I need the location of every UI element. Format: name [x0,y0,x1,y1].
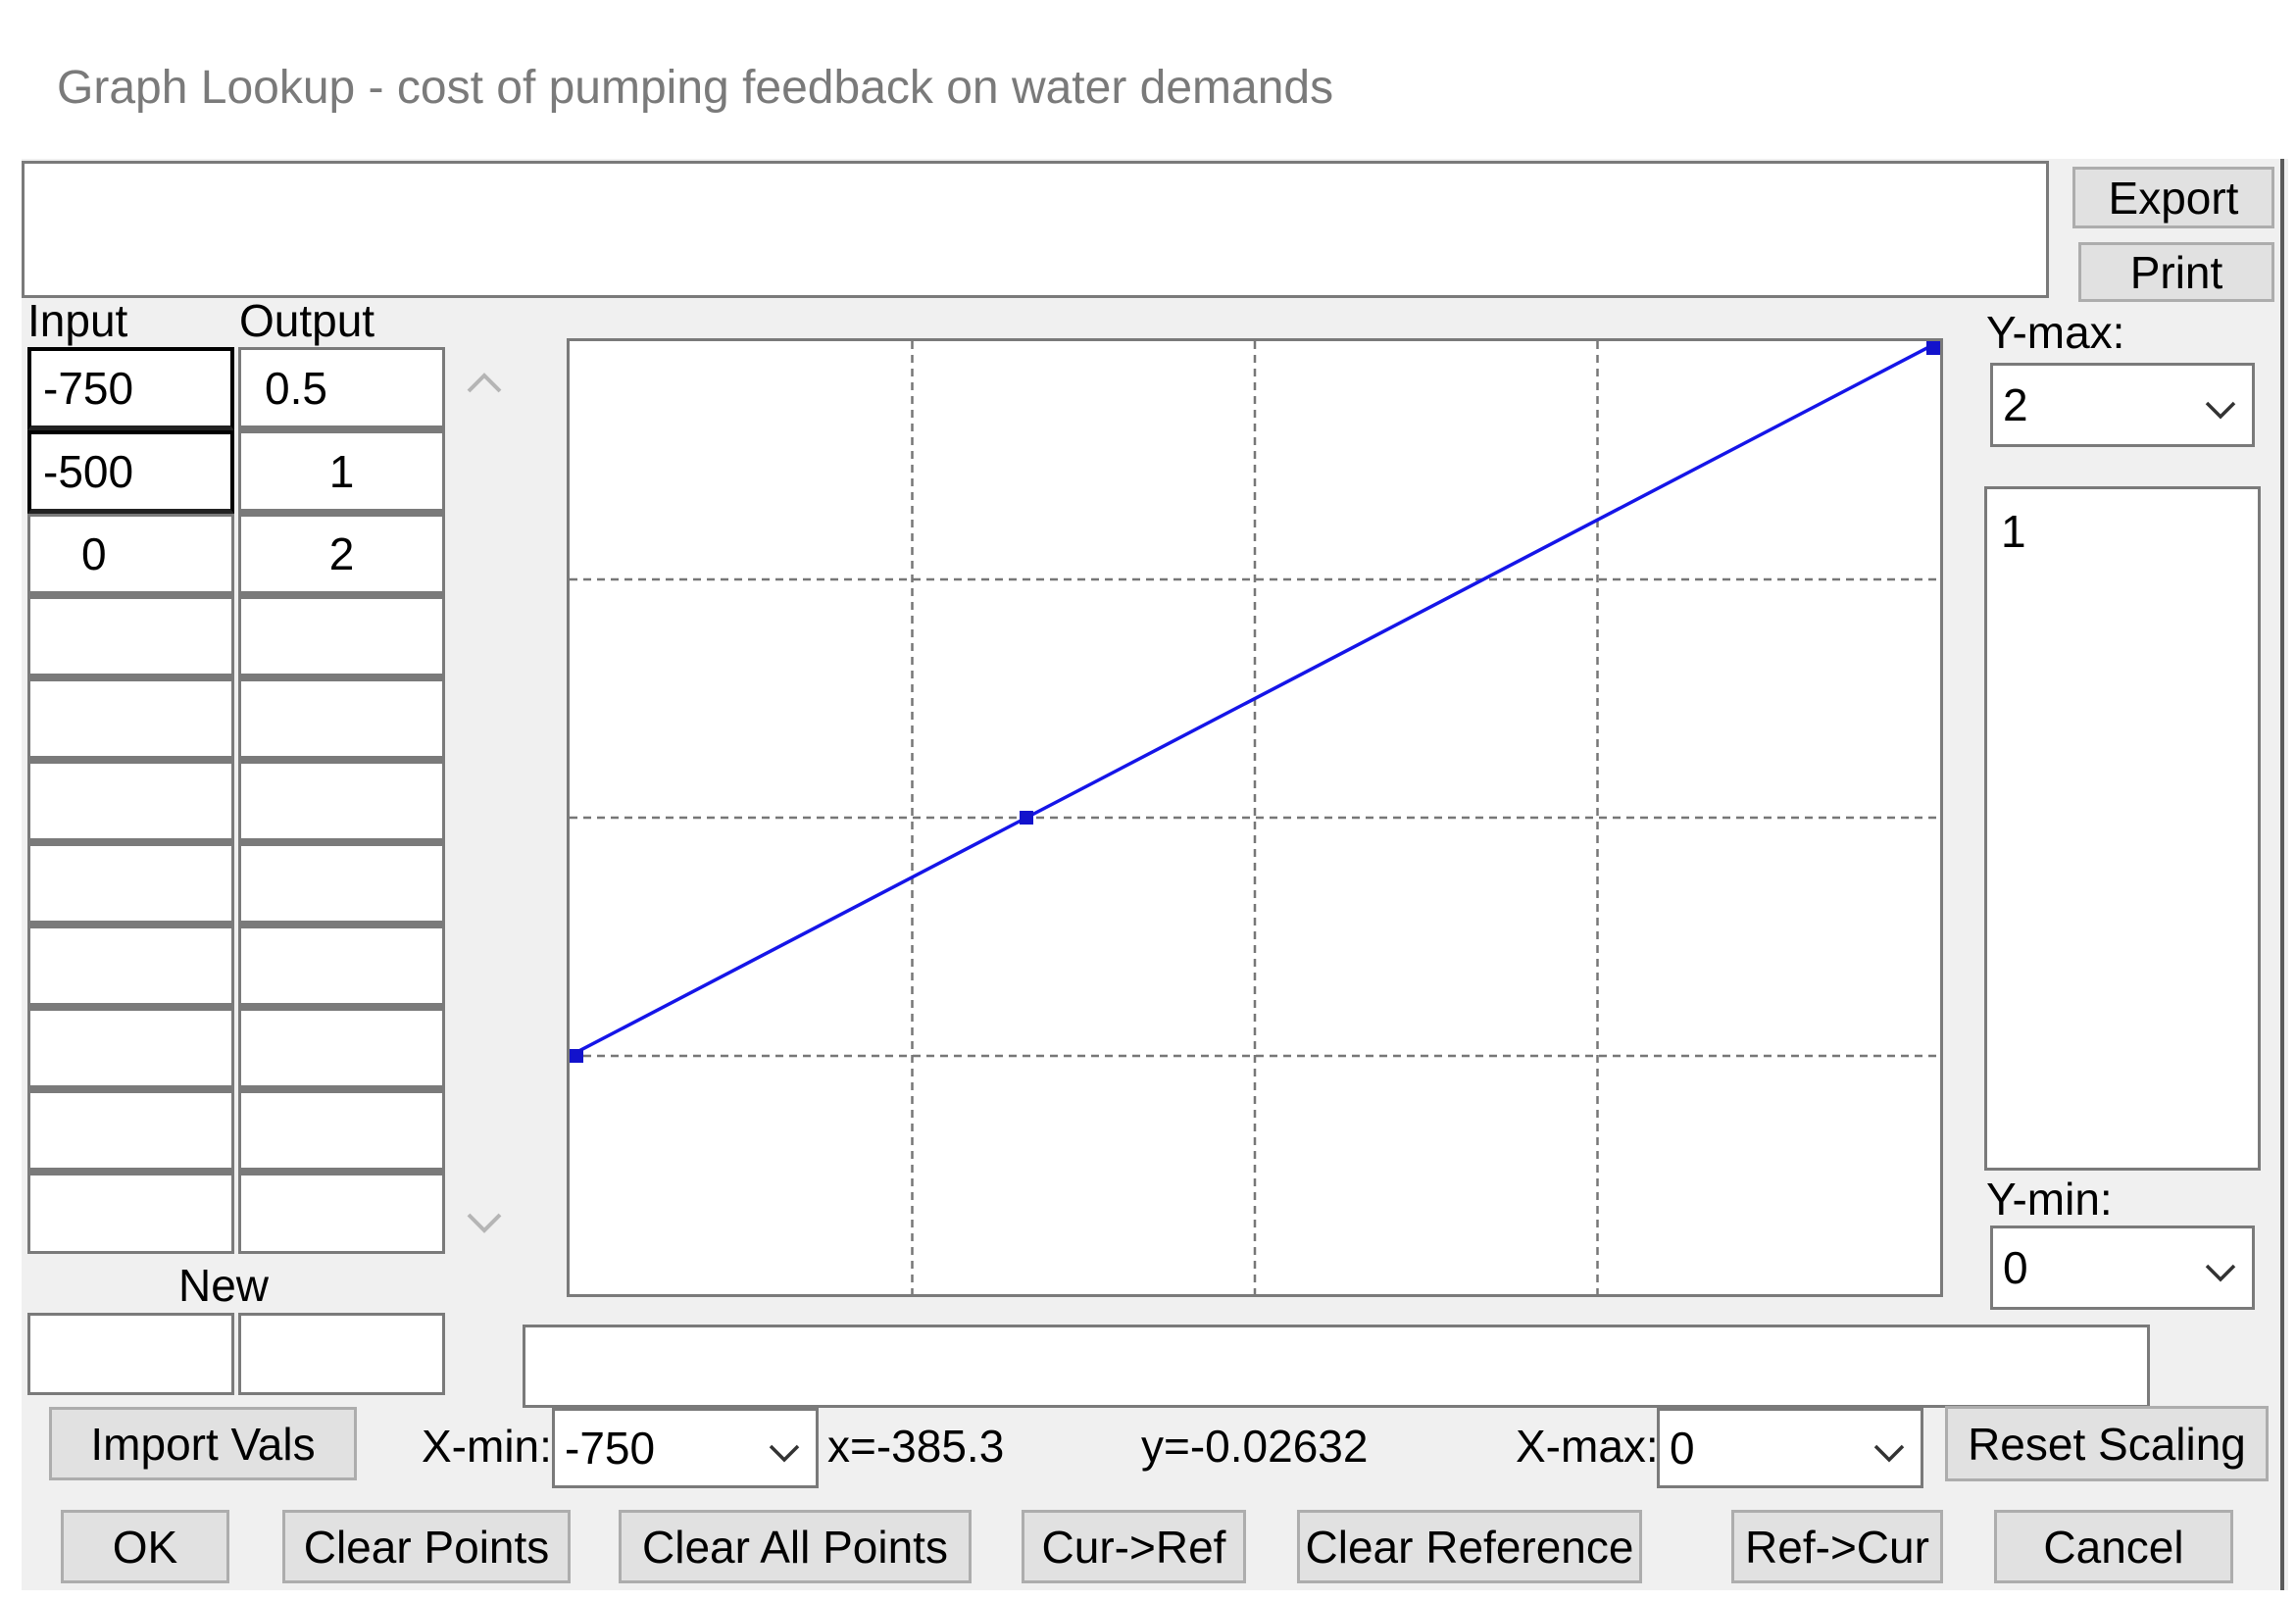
output-cell[interactable]: 2 [238,514,445,596]
ref-to-cur-button[interactable]: Ref->Cur [1731,1510,1943,1583]
data-point[interactable] [570,1049,583,1063]
input-column-header: Input [27,295,128,346]
ymin-value: 0 [2003,1242,2028,1293]
clear-points-button[interactable]: Clear Points [282,1510,571,1583]
input-cell[interactable] [27,761,234,843]
dialog-right-edge [2280,159,2284,1590]
chevron-down-icon[interactable] [2203,378,2238,431]
ymax-label: Y-max: [1986,307,2125,358]
input-cell[interactable] [27,1090,234,1173]
input-cell[interactable] [27,1173,234,1254]
output-cell[interactable] [238,843,445,926]
xmax-value: 0 [1670,1423,1695,1474]
chevron-down-icon[interactable] [767,1422,802,1475]
new-output-field[interactable] [238,1313,445,1395]
output-cell[interactable] [238,678,445,761]
output-cell[interactable] [238,1008,445,1090]
scroll-down-icon[interactable] [463,1204,506,1248]
input-cell[interactable]: 0 [27,514,234,596]
output-cell[interactable] [238,1090,445,1173]
xmax-label: X-max: [1516,1421,1659,1472]
graph-canvas[interactable] [570,341,1940,1294]
new-input-field[interactable] [27,1313,234,1395]
xmin-value: -750 [565,1423,656,1474]
export-button[interactable]: Export [2072,167,2274,228]
import-vals-button[interactable]: Import Vals [49,1407,357,1480]
ymax-value: 2 [2003,379,2028,430]
new-row-label: New [178,1260,270,1311]
input-cell[interactable]: -750 [27,347,234,430]
output-cell[interactable] [238,761,445,843]
data-point[interactable] [1926,341,1940,355]
cursor-y-readout: y=-0.02632 [1141,1421,1369,1472]
reset-scaling-button[interactable]: Reset Scaling [1945,1406,2269,1481]
cur-to-ref-button[interactable]: Cur->Ref [1022,1510,1246,1583]
output-cell[interactable] [238,926,445,1008]
data-point[interactable] [1020,811,1033,825]
window-title: Graph Lookup - cost of pumping feedback … [57,62,1334,114]
xmax-combobox[interactable]: 0 [1657,1408,1923,1488]
status-box [523,1325,2150,1408]
ymid-field[interactable]: 1 [1984,486,2261,1171]
xmin-label: X-min: [422,1421,552,1472]
print-button[interactable]: Print [2078,242,2274,302]
output-column-header: Output [239,295,375,346]
ymid-value: 1 [2001,506,2026,557]
ymin-label: Y-min: [1986,1174,2113,1225]
grid-lines [570,341,1940,1294]
input-cell[interactable] [27,678,234,761]
chevron-down-icon[interactable] [1872,1422,1907,1475]
clear-all-points-button[interactable]: Clear All Points [619,1510,972,1583]
xmin-combobox[interactable]: -750 [552,1408,819,1488]
input-cell[interactable]: -500 [27,430,234,514]
scroll-up-icon[interactable] [463,363,506,407]
cursor-x-readout: x=-385.3 [827,1421,1005,1472]
input-cell[interactable] [27,926,234,1008]
data-points-group [570,341,1940,1063]
output-cell[interactable] [238,1173,445,1254]
output-cell[interactable] [238,596,445,678]
chevron-down-icon[interactable] [2203,1241,2238,1294]
clear-reference-button[interactable]: Clear Reference [1297,1510,1642,1583]
cancel-button[interactable]: Cancel [1994,1510,2233,1583]
input-cell[interactable] [27,843,234,926]
graph-plot-area[interactable] [567,338,1943,1297]
output-cell[interactable]: 0.5 [238,347,445,430]
output-cell[interactable]: 1 [238,430,445,514]
ymin-combobox[interactable]: 0 [1990,1226,2255,1310]
ok-button[interactable]: OK [61,1510,229,1583]
description-box[interactable] [22,161,2049,298]
input-cell[interactable] [27,596,234,678]
input-cell[interactable] [27,1008,234,1090]
ymax-combobox[interactable]: 2 [1990,363,2255,447]
